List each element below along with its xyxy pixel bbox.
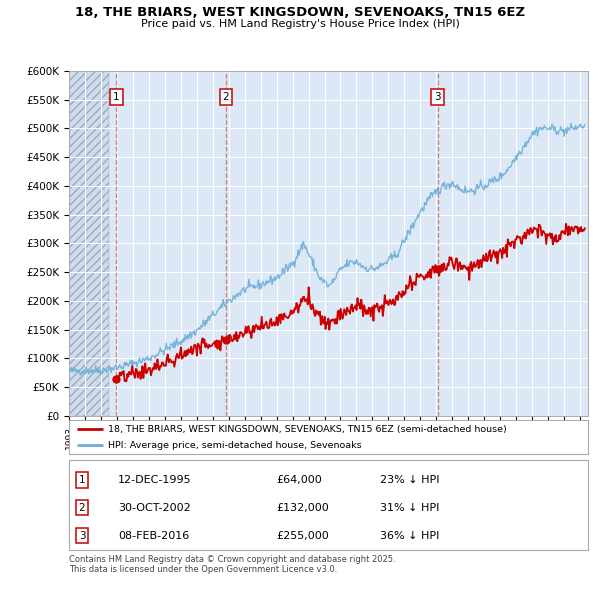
Text: 18, THE BRIARS, WEST KINGSDOWN, SEVENOAKS, TN15 6EZ (semi-detached house): 18, THE BRIARS, WEST KINGSDOWN, SEVENOAK…: [108, 425, 506, 434]
Text: 36% ↓ HPI: 36% ↓ HPI: [380, 530, 440, 540]
FancyBboxPatch shape: [69, 460, 588, 550]
Text: 30-OCT-2002: 30-OCT-2002: [118, 503, 191, 513]
Text: 3: 3: [79, 530, 85, 540]
Text: 3: 3: [434, 91, 441, 101]
Text: 2: 2: [223, 91, 229, 101]
Text: 1: 1: [113, 91, 119, 101]
Text: Price paid vs. HM Land Registry's House Price Index (HPI): Price paid vs. HM Land Registry's House …: [140, 19, 460, 29]
Text: £64,000: £64,000: [277, 475, 322, 485]
Text: 2: 2: [79, 503, 85, 513]
Text: 23% ↓ HPI: 23% ↓ HPI: [380, 475, 440, 485]
Text: 12-DEC-1995: 12-DEC-1995: [118, 475, 192, 485]
Text: HPI: Average price, semi-detached house, Sevenoaks: HPI: Average price, semi-detached house,…: [108, 441, 362, 450]
Text: 31% ↓ HPI: 31% ↓ HPI: [380, 503, 440, 513]
Text: £132,000: £132,000: [277, 503, 329, 513]
Text: 18, THE BRIARS, WEST KINGSDOWN, SEVENOAKS, TN15 6EZ: 18, THE BRIARS, WEST KINGSDOWN, SEVENOAK…: [75, 6, 525, 19]
Text: 08-FEB-2016: 08-FEB-2016: [118, 530, 190, 540]
Text: 1: 1: [79, 475, 85, 485]
FancyBboxPatch shape: [69, 420, 588, 454]
Text: £255,000: £255,000: [277, 530, 329, 540]
Text: Contains HM Land Registry data © Crown copyright and database right 2025.
This d: Contains HM Land Registry data © Crown c…: [69, 555, 395, 574]
